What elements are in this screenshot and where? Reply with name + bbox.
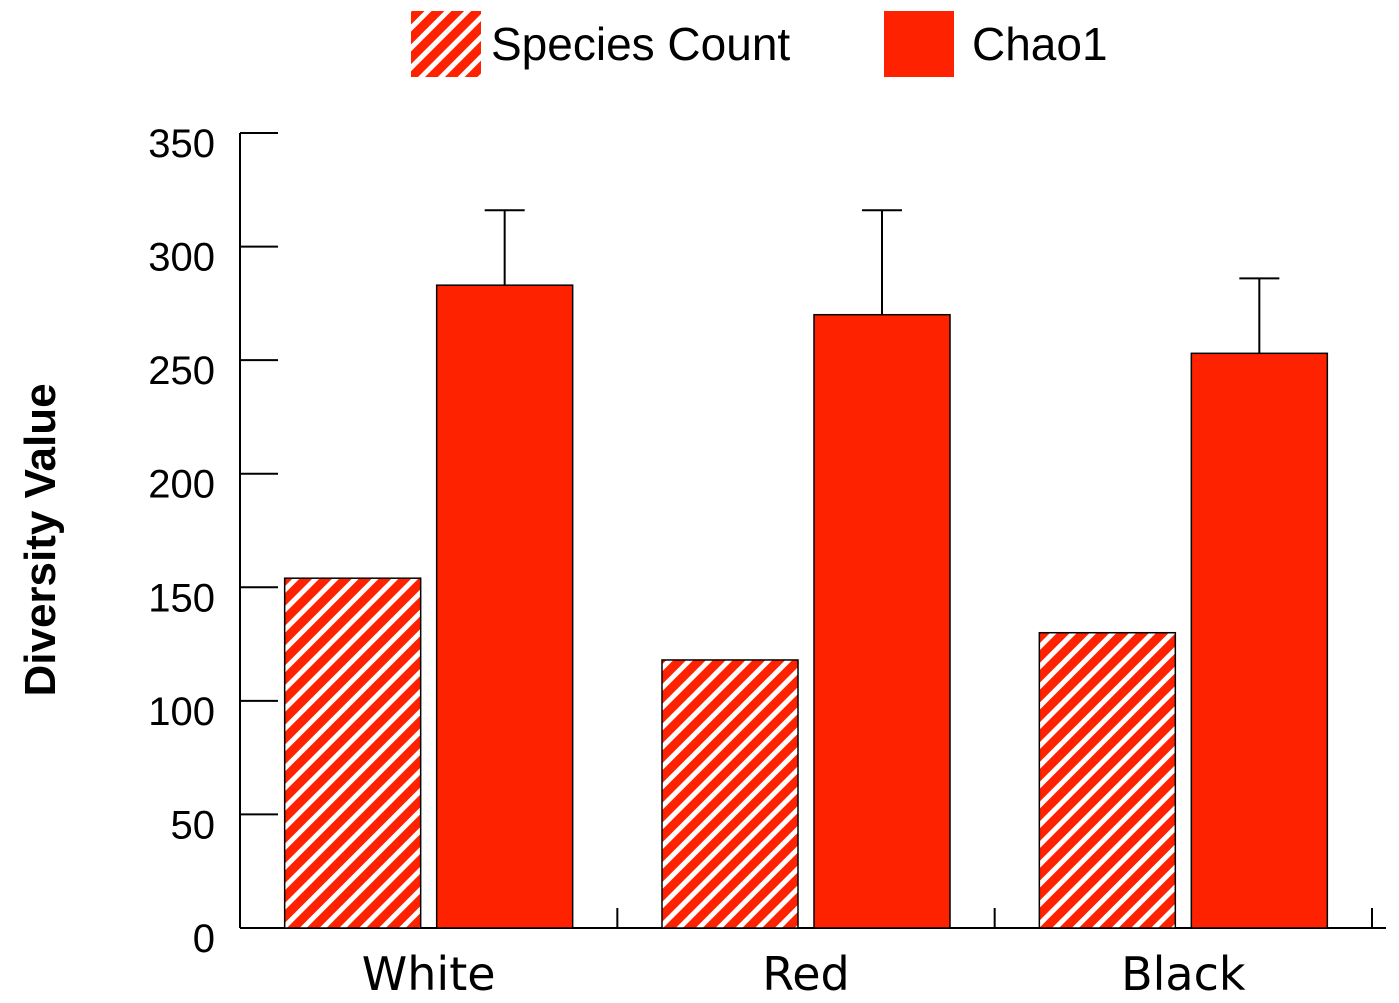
y-ticks: 0 50 100 150 200 250 300 350 [148, 122, 278, 961]
y-tick-label: 100 [148, 690, 215, 734]
bar-species-count-black [1038, 631, 1177, 929]
category-label-black: Black [1121, 947, 1246, 1001]
error-bars [484, 209, 1280, 354]
category-label-red: Red [762, 947, 849, 1001]
y-tick-label: 300 [148, 236, 215, 280]
bar-chao1-red [813, 313, 951, 929]
bars [283, 284, 1329, 929]
legend: Species Count Chao1 [411, 11, 1108, 77]
y-tick-label: 0 [193, 917, 215, 961]
legend-label-species-count: Species Count [491, 18, 790, 70]
y-axis-title: Diversity Value [16, 383, 65, 696]
y-tick-label: 150 [148, 576, 215, 620]
y-axis: 0 50 100 150 200 250 300 350 [148, 122, 278, 961]
category-label-white: White [362, 947, 496, 1001]
y-tick-label: 350 [148, 122, 215, 166]
bar-chao1-white [435, 284, 574, 929]
y-tick-label: 200 [148, 463, 215, 507]
bar-chao1-black [1190, 352, 1329, 929]
bar-species-count-white [283, 577, 422, 929]
x-ticks [616, 908, 1373, 928]
y-tick-label: 50 [171, 803, 216, 847]
legend-swatch-species-count [411, 11, 481, 77]
bar-species-count-red [661, 659, 799, 929]
y-tick-label: 250 [148, 349, 215, 393]
category-labels: White Red Black [362, 947, 1246, 1001]
legend-swatch-chao1 [884, 11, 954, 77]
legend-label-chao1: Chao1 [972, 18, 1108, 70]
